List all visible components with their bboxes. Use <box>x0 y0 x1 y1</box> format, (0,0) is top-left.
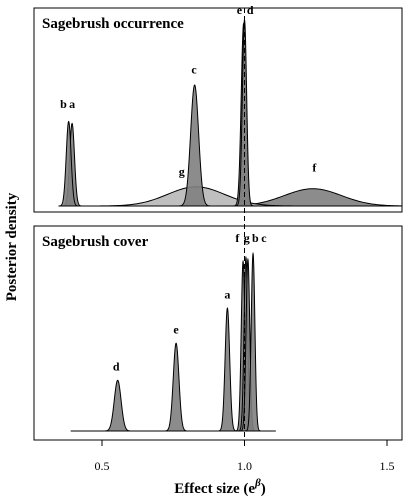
series-label-a: a <box>224 287 230 301</box>
density-curve-c <box>178 84 212 207</box>
panel-2: Sagebrush cover d e a f g b c <box>33 225 403 441</box>
panel-frame <box>33 225 403 441</box>
series-label-g: g <box>244 231 250 245</box>
density-curve-e <box>164 342 188 432</box>
series-label-e: e <box>173 323 179 337</box>
series-label-a: a <box>69 97 75 111</box>
series-label-b: b <box>60 97 67 111</box>
x-tick-label: 1.0 <box>237 459 252 473</box>
density-curve-d <box>103 379 132 432</box>
panel-1: Sagebrush occurrence b a c g e d f <box>33 3 403 213</box>
panel-title: Sagebrush occurrence <box>42 16 184 32</box>
series-label-c: c <box>261 231 267 245</box>
series-label-g: g <box>179 164 185 178</box>
series-label-f: f <box>312 160 317 174</box>
series-label-c: c <box>191 63 197 77</box>
panel-title: Sagebrush cover <box>42 234 149 250</box>
series-label-b: b <box>252 231 259 245</box>
density-curve-c <box>245 251 261 432</box>
panel-frame <box>33 7 403 213</box>
x-axis: 0.5 1.0 1.5 <box>95 440 395 473</box>
series-label-e: e <box>237 3 243 17</box>
x-axis-label: Effect size (eβ) <box>174 477 265 497</box>
density-curve-a <box>217 307 238 432</box>
x-tick-label: 1.5 <box>380 459 395 473</box>
series-label-f: f <box>235 231 240 245</box>
density-curve-b <box>58 120 79 207</box>
series-label-d: d <box>247 3 254 17</box>
y-axis-label: Posterior density <box>4 192 20 301</box>
x-tick-label: 0.5 <box>95 459 110 473</box>
series-label-d: d <box>113 360 120 374</box>
